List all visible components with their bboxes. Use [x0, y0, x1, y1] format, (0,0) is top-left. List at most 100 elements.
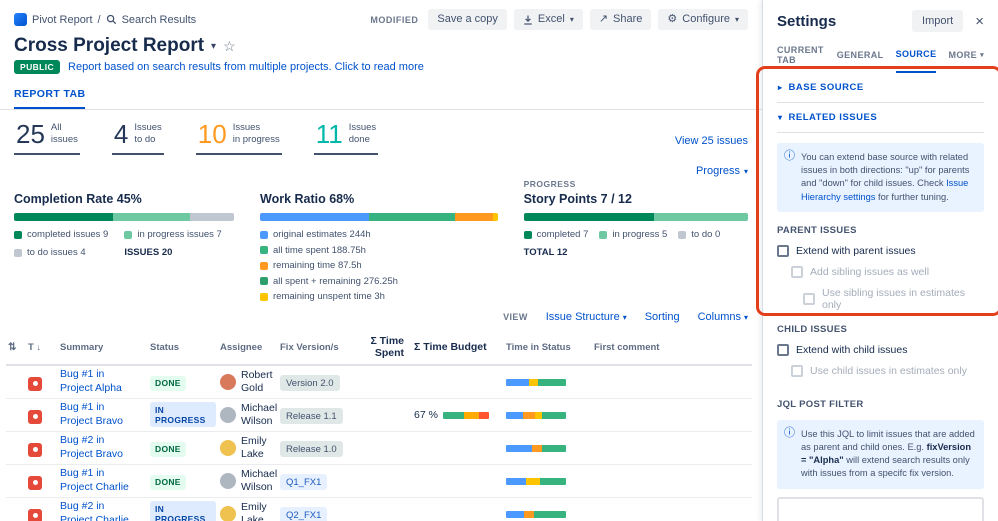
- report-description-link[interactable]: Report based on search results from mult…: [68, 61, 424, 73]
- bar-segment: [113, 213, 190, 221]
- col-fix-versions[interactable]: Fix Version/s: [280, 341, 339, 353]
- stat-issues-in-progress[interactable]: 10 Issues in progress: [195, 119, 282, 155]
- checkbox-icon[interactable]: [777, 244, 789, 257]
- stat-all-issues[interactable]: 25 All issues: [14, 121, 80, 155]
- sort-both-icon[interactable]: ⇅: [8, 341, 17, 353]
- bar-segment: [492, 213, 498, 221]
- legend-swatch: [260, 277, 268, 285]
- base-source-section-toggle[interactable]: ▸ BASE SOURCE: [777, 73, 984, 103]
- title-chevron-down-icon[interactable]: ▾: [211, 40, 217, 52]
- col-time-budget[interactable]: Σ Time Budget: [414, 341, 487, 353]
- tab-general[interactable]: GENERAL: [836, 50, 884, 60]
- columns-dropdown[interactable]: Columns ▾: [697, 311, 748, 323]
- tab-source[interactable]: SOURCE: [895, 45, 937, 73]
- top-bar: Pivot Report / Search Results MODIFIED S…: [0, 0, 762, 34]
- legend-swatch: [260, 230, 268, 239]
- stat-label: Issues to do: [134, 122, 162, 145]
- jql-info: ⓘ Use this JQL to limit issues that are …: [777, 419, 984, 489]
- extend-parent-issues-checkbox[interactable]: Extend with parent issues: [777, 244, 984, 257]
- chevron-right-icon: ▸: [778, 83, 783, 92]
- col-summary[interactable]: Summary: [60, 341, 104, 353]
- toolbar-actions: MODIFIED Save a copy Excel ▾ ↗ Share ⚙ C…: [370, 9, 748, 30]
- panel-kicker: [14, 179, 234, 190]
- configure-button[interactable]: ⚙ Configure ▾: [658, 9, 748, 30]
- bug-icon: [28, 508, 42, 521]
- col-time-in-status[interactable]: Time in Status: [506, 341, 571, 353]
- sorting-link[interactable]: Sorting: [644, 311, 680, 323]
- col-assignee[interactable]: Assignee: [220, 341, 263, 353]
- fix-version-badge[interactable]: Q2_FX1: [280, 507, 328, 521]
- col-type[interactable]: T ↓: [28, 341, 41, 353]
- checkbox-icon: [791, 364, 803, 377]
- col-first-comment[interactable]: First comment: [594, 341, 660, 353]
- jql-post-filter-heading: JQL POST FILTER: [777, 398, 864, 410]
- related-issues-info: ⓘ You can extend base source with relate…: [777, 143, 984, 212]
- chevron-down-icon: ▾: [622, 312, 627, 322]
- share-button[interactable]: ↗ Share: [589, 9, 652, 30]
- sibling-estimates-only-checkbox[interactable]: Use sibling issues in estimates only: [803, 287, 984, 311]
- table-row[interactable]: Bug #1 in Project Alpha DONE Robert Gold V…: [6, 366, 752, 399]
- col-status[interactable]: Status: [150, 341, 180, 353]
- share-icon: ↗: [598, 13, 609, 25]
- issue-hierarchy-settings-link[interactable]: Issue Hierarchy settings: [801, 178, 969, 202]
- table-row[interactable]: Bug #2 in Project Bravo DONE Emily Lake Re…: [6, 432, 752, 465]
- table-row[interactable]: Bug #1 in Project Bravo IN PROGRESS Micha…: [6, 399, 752, 432]
- completion-rate-bar: [14, 213, 234, 221]
- child-estimates-only-checkbox[interactable]: Use child issues in estimates only: [791, 364, 984, 377]
- breadcrumb-search-link[interactable]: Search Results: [121, 13, 197, 26]
- bar-segment: [14, 213, 113, 221]
- chevron-down-icon: ▾: [980, 52, 984, 59]
- share-label: Share: [613, 13, 643, 25]
- tab-current-tab[interactable]: CURRENT TAB: [777, 45, 824, 65]
- extend-child-issues-checkbox[interactable]: Extend with child issues: [777, 343, 984, 356]
- tab-strip: REPORT TAB: [0, 74, 762, 110]
- fix-version-badge[interactable]: Q1_FX1: [280, 474, 328, 491]
- progress-dropdown[interactable]: Progress ▾: [0, 155, 762, 179]
- col-time-spent[interactable]: Σ Time Spent: [370, 335, 404, 359]
- fix-version-badge[interactable]: Release 1.1: [280, 408, 343, 425]
- breadcrumb-app-link[interactable]: Pivot Report: [32, 13, 93, 26]
- checkbox-icon[interactable]: [777, 343, 789, 356]
- issues-table: ⇅ T ↓ Summary Status Assignee Fix Versio…: [6, 330, 752, 521]
- stat-label: Issues in progress: [232, 122, 280, 145]
- time-in-status-bar: [506, 444, 566, 452]
- progress-dropdown-label: Progress: [695, 165, 740, 177]
- tab-report[interactable]: REPORT TAB: [14, 88, 86, 109]
- close-icon[interactable]: ×: [975, 12, 984, 30]
- related-issues-section-toggle[interactable]: ▾ RELATED ISSUES: [777, 103, 984, 133]
- add-sibling-issues-checkbox[interactable]: Add sibling issues as well: [791, 265, 984, 278]
- issue-structure-dropdown[interactable]: Issue Structure ▾: [545, 311, 627, 323]
- avatar: [220, 407, 236, 423]
- status-badge: DONE: [150, 375, 186, 391]
- chevron-down-icon: ▾: [569, 14, 574, 24]
- status-badge: IN PROGRESS: [150, 501, 216, 521]
- bug-icon: [28, 409, 42, 424]
- bar-segment: [464, 411, 479, 419]
- fix-version-badge[interactable]: Version 2.0: [280, 375, 340, 392]
- bug-icon: [28, 376, 42, 391]
- stat-issues-done[interactable]: 11 Issues done: [313, 121, 379, 155]
- jql-input[interactable]: [777, 496, 984, 521]
- bar-segment: [506, 477, 527, 485]
- issue-summary-link[interactable]: Bug #1 in Project Alpha: [60, 368, 122, 394]
- bar-segment: [534, 411, 542, 419]
- star-icon[interactable]: ☆: [223, 37, 236, 54]
- table-row[interactable]: Bug #2 in Project Charlie IN PROGRESS Emi…: [6, 498, 752, 521]
- excel-export-button[interactable]: Excel ▾: [513, 9, 583, 30]
- issue-summary-link[interactable]: Bug #1 in Project Charlie: [60, 467, 129, 493]
- table-row[interactable]: Bug #1 in Project Charlie DONE Michael Wil…: [6, 465, 752, 498]
- assignee-name: Robert Gold: [241, 368, 273, 394]
- fix-version-badge[interactable]: Release 1.0: [280, 441, 343, 458]
- issue-summary-link[interactable]: Bug #1 in Project Bravo: [60, 401, 124, 427]
- import-button[interactable]: Import: [912, 10, 964, 32]
- save-copy-button[interactable]: Save a copy: [428, 9, 507, 30]
- stat-value: 10: [197, 119, 227, 149]
- stat-issues-todo[interactable]: 4 Issues to do: [111, 121, 164, 155]
- view-issues-link[interactable]: View 25 issues: [674, 135, 748, 147]
- chevron-down-icon: ▾: [743, 166, 748, 176]
- tab-more[interactable]: MORE ▾: [948, 50, 984, 60]
- issue-summary-link[interactable]: Bug #2 in Project Charlie: [60, 500, 129, 521]
- view-bar: VIEW Issue Structure ▾ Sorting Columns ▾: [0, 302, 762, 323]
- title-row: Cross Project Report ▾ ☆: [0, 34, 762, 57]
- issue-summary-link[interactable]: Bug #2 in Project Bravo: [60, 434, 124, 460]
